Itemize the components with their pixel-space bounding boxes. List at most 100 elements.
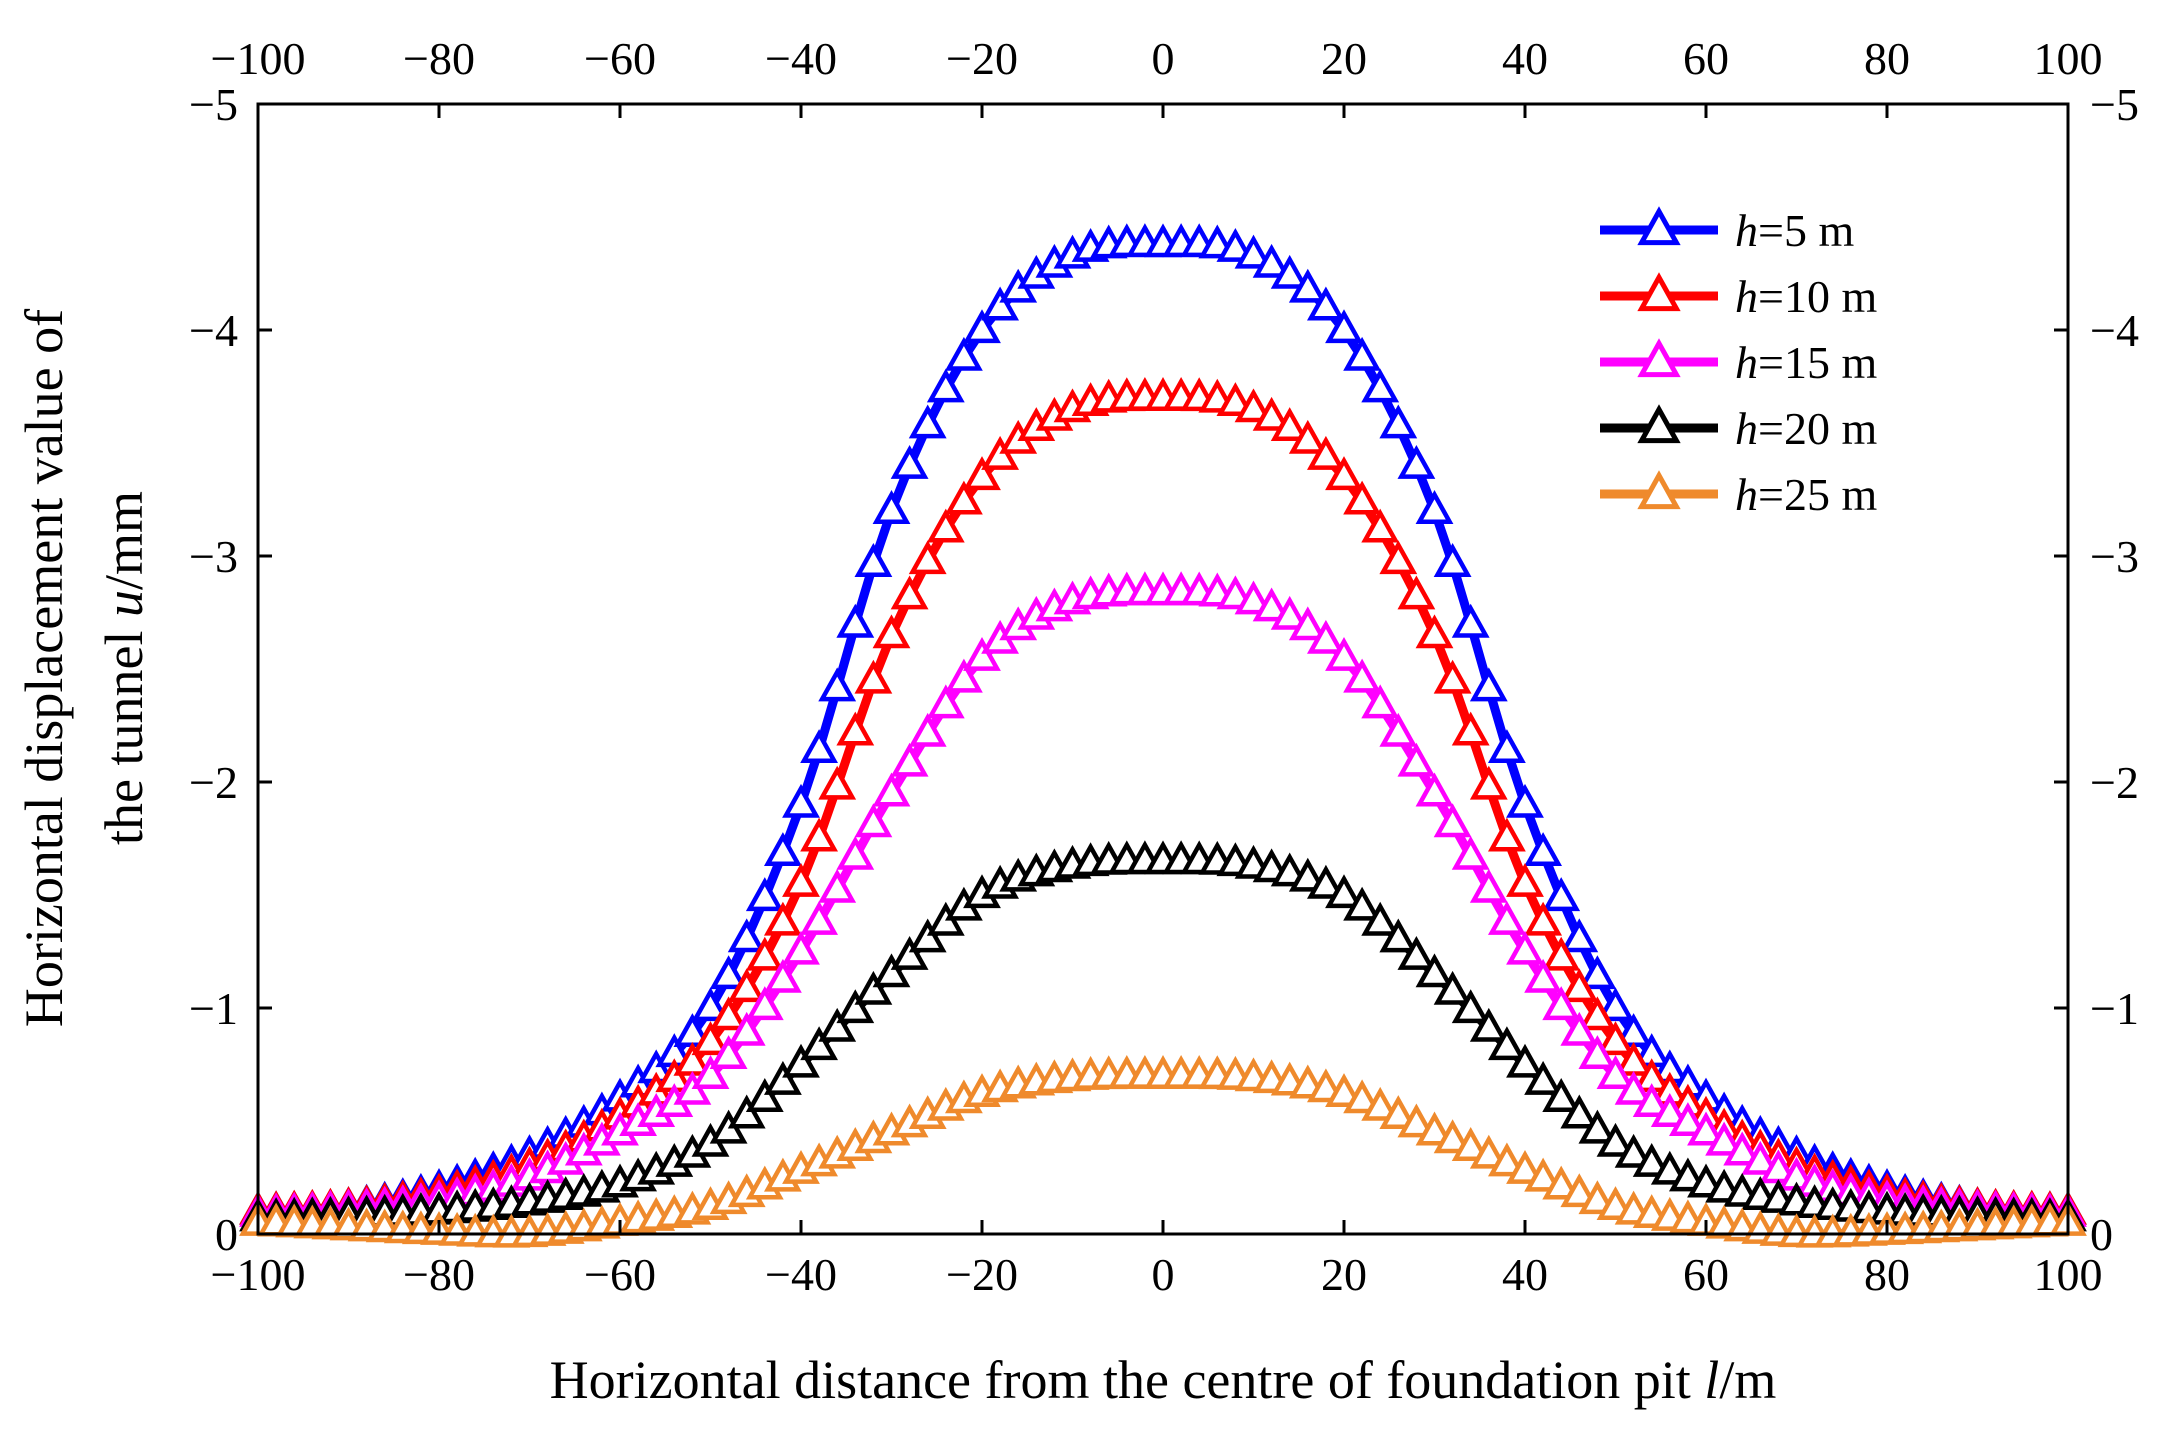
data-point-marker <box>1433 970 1472 1005</box>
y-axis-title-line2: the tunnel u/mm <box>94 491 154 845</box>
data-point-marker <box>1578 1035 1617 1069</box>
data-point-marker <box>1306 619 1345 654</box>
y-tick-label-right: −5 <box>2090 79 2139 130</box>
data-point-marker <box>908 404 947 439</box>
data-point-marker <box>1252 396 1291 431</box>
data-point-marker <box>1560 1094 1599 1129</box>
legend-label: h=15 m <box>1735 337 1877 388</box>
data-point-marker <box>1542 877 1581 912</box>
data-point-marker <box>1542 986 1581 1021</box>
x-tick-label-bottom: −40 <box>765 1249 837 1300</box>
data-point-marker <box>818 868 857 903</box>
x-tick-label-bottom: −60 <box>584 1249 656 1300</box>
y-tick-label-left: −4 <box>189 305 238 356</box>
data-point-marker <box>1270 254 1309 289</box>
data-point-marker <box>836 989 875 1024</box>
data-point-marker <box>1379 1095 1418 1130</box>
data-point-marker <box>1216 382 1255 417</box>
data-point-marker <box>1397 575 1436 610</box>
data-point-marker <box>908 918 947 953</box>
x-axis-title: Horizontal distance from the centre of f… <box>550 1350 1777 1410</box>
data-point-marker <box>981 435 1020 470</box>
data-point-marker <box>1361 901 1400 936</box>
data-point-marker <box>1723 1131 1762 1166</box>
data-point-marker <box>1325 1073 1363 1108</box>
data-point-marker <box>1415 1111 1454 1146</box>
data-point-marker <box>872 772 911 807</box>
data-point-marker <box>1506 862 1544 897</box>
data-point-marker <box>1668 1157 1707 1192</box>
legend-swatch-marker <box>1637 206 1681 246</box>
data-point-marker <box>890 444 929 479</box>
data-point-marker <box>691 1021 730 1056</box>
data-point-marker <box>926 368 965 403</box>
x-tick-label-top: 0 <box>1152 33 1175 84</box>
data-point-marker <box>1560 968 1599 1003</box>
data-point-marker <box>836 603 875 638</box>
data-point-marker <box>1632 1142 1671 1177</box>
data-point-marker <box>1578 1109 1617 1144</box>
data-point-marker <box>1288 419 1327 454</box>
data-point-marker <box>1361 508 1400 543</box>
data-point-marker <box>1379 404 1418 439</box>
legend-swatch-marker <box>1637 404 1681 444</box>
data-point-marker <box>1288 606 1327 641</box>
data-point-marker <box>1361 368 1400 403</box>
data-point-marker <box>1361 1086 1400 1121</box>
data-point-marker <box>872 490 911 524</box>
data-point-marker <box>727 968 766 1003</box>
y-tick-label-left: −3 <box>189 531 238 582</box>
x-tick-label-bottom: −100 <box>211 1249 306 1300</box>
data-point-marker <box>1469 1007 1508 1042</box>
data-point-marker <box>818 667 857 702</box>
data-point-marker <box>818 1007 857 1042</box>
data-point-marker <box>1560 1173 1599 1208</box>
legend-item: h=25 m <box>1600 469 1877 520</box>
data-point-marker <box>1379 540 1418 575</box>
data-point-marker <box>1560 1011 1599 1046</box>
data-point-marker <box>1451 835 1490 870</box>
data-point-marker <box>1379 712 1418 747</box>
data-point-marker <box>854 970 893 1005</box>
data-point-marker <box>1451 1127 1490 1161</box>
data-point-marker <box>1343 480 1382 515</box>
data-point-marker <box>1415 772 1454 807</box>
x-tick-label-top: −60 <box>584 33 656 84</box>
data-point-marker <box>1451 711 1490 746</box>
y-tick-label-right: −3 <box>2090 531 2139 582</box>
data-point-marker <box>1542 936 1581 971</box>
series-3 <box>239 571 2087 1227</box>
data-point-marker <box>1433 659 1472 694</box>
y-tick-label-right: 0 <box>2090 1209 2113 1260</box>
data-point-marker <box>1288 268 1327 303</box>
x-tick-label-top: 100 <box>2034 33 2103 84</box>
data-point-marker <box>1433 1119 1472 1154</box>
data-point-marker <box>854 659 893 694</box>
data-point-marker <box>872 614 911 649</box>
data-point-marker <box>763 901 802 936</box>
data-point-marker <box>1469 667 1508 702</box>
data-point-marker <box>782 783 820 818</box>
legend-label: h=5 m <box>1735 205 1854 256</box>
data-point-marker <box>926 508 965 543</box>
data-point-marker <box>673 1070 712 1105</box>
data-point-marker <box>854 543 893 577</box>
data-point-marker <box>890 742 929 777</box>
data-point-marker <box>1306 286 1345 321</box>
data-point-marker <box>1705 1121 1744 1156</box>
data-point-marker <box>1343 1079 1382 1114</box>
data-point-marker <box>1614 1070 1653 1105</box>
x-tick-label-bottom: −20 <box>946 1249 1018 1300</box>
data-point-marker <box>745 936 784 971</box>
y-tick-label-right: −1 <box>2090 983 2139 1034</box>
legend-swatch-marker <box>1637 470 1681 510</box>
labels-layer: −100−100−80−80−60−60−40−40−20−2000202040… <box>189 33 2139 1300</box>
data-point-marker <box>727 1011 766 1046</box>
data-point-marker <box>1306 864 1345 899</box>
data-point-marker <box>709 955 748 990</box>
data-point-marker <box>691 987 730 1022</box>
y-tick-label-left: 0 <box>215 1209 238 1260</box>
data-point-marker <box>782 862 820 897</box>
x-tick-label-top: 60 <box>1683 33 1729 84</box>
data-point-marker <box>1524 1157 1563 1192</box>
